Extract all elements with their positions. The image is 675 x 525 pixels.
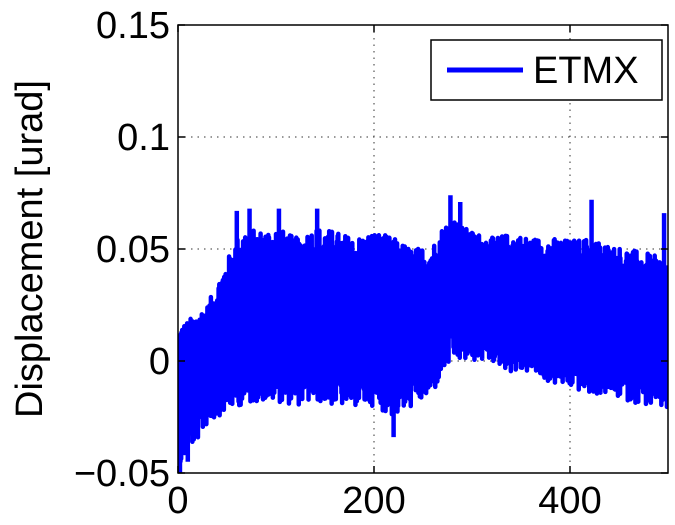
y-axis-label: Displacement [urad]	[9, 80, 51, 418]
legend-label-etmx: ETMX	[533, 50, 639, 92]
y-tick-label-2: 0.05	[96, 229, 170, 271]
plot-area	[178, 195, 668, 473]
x-tick-label-0: 0	[167, 480, 188, 522]
y-tick-label-4: 0.15	[96, 5, 170, 47]
series-line-etmx	[178, 195, 668, 473]
legend: ETMX	[430, 39, 663, 101]
y-tick-label-0: −0.05	[74, 453, 170, 495]
x-tick-label-2: 400	[538, 480, 601, 522]
x-tick-label-1: 200	[342, 480, 405, 522]
series-layer	[178, 195, 668, 473]
ticks	[177, 24, 668, 474]
y-tick-label-3: 0.1	[117, 117, 170, 159]
y-tick-label-1: 0	[149, 341, 170, 383]
